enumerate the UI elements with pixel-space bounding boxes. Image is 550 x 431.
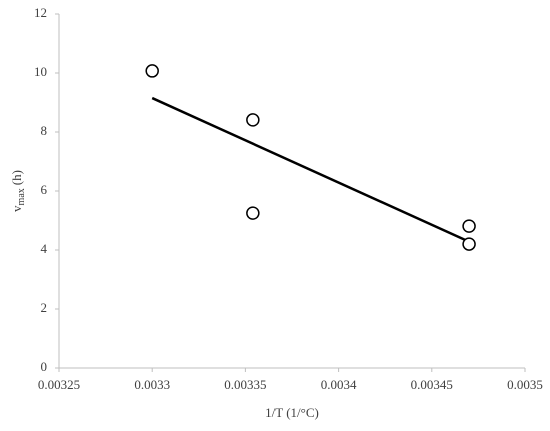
y-tick-label: 4: [41, 241, 48, 256]
x-tick-label: 0.00325: [38, 377, 80, 392]
y-tick-label: 6: [41, 182, 48, 197]
data-point: [246, 113, 260, 127]
y-axis-label: vmax (h): [9, 170, 27, 212]
x-axis-label: 1/T (1/°C): [265, 405, 319, 420]
data-point: [462, 219, 476, 233]
y-tick-label: 12: [34, 5, 47, 20]
y-axis-label-unit: (h): [9, 170, 24, 185]
x-tick-label: 0.0034: [321, 377, 357, 392]
x-tick-label: 0.0033: [134, 377, 170, 392]
trendline: [151, 96, 466, 242]
x-tick-label: 0.00335: [224, 377, 266, 392]
x-tick-label: 0.00345: [411, 377, 453, 392]
y-tick-label: 0: [41, 359, 48, 374]
data-point: [246, 206, 260, 220]
data-point: [462, 237, 476, 251]
y-tick-label: 10: [34, 64, 47, 79]
y-axis-label-sub: max: [16, 188, 27, 205]
y-tick-label: 2: [41, 300, 48, 315]
y-tick-label: 8: [41, 123, 48, 138]
x-tick-label: 0.0035: [507, 377, 543, 392]
data-point: [145, 64, 159, 78]
y-axis-label-main: v: [9, 205, 24, 212]
